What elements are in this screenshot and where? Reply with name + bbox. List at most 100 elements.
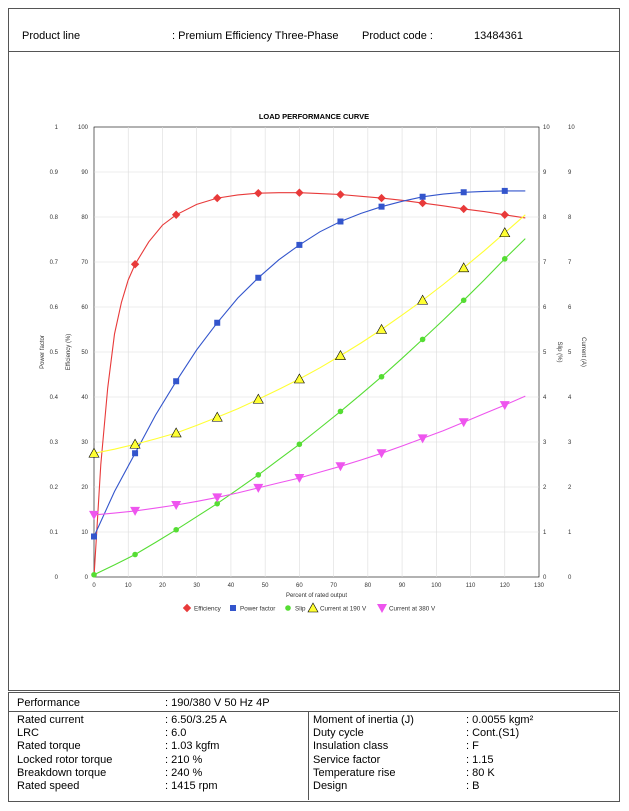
spec-label: Insulation class — [313, 740, 389, 753]
slip-tick-label: 3 — [543, 440, 547, 446]
efficiency-tick-label: 0 — [85, 575, 89, 581]
x-tick-label: 0 — [92, 583, 96, 589]
current-tick-label: 6 — [568, 305, 572, 311]
current-380-marker — [130, 506, 141, 516]
legend-current-380: Current at 380 V — [377, 604, 436, 613]
current-190-marker — [417, 294, 429, 305]
spec-label: Duty cycle — [313, 727, 364, 740]
spec-value: : Cont.(S1) — [466, 727, 520, 740]
power-factor-curve — [93, 190, 526, 537]
current-190-marker — [211, 411, 223, 422]
x-tick-label: 40 — [228, 583, 235, 589]
spec-value: : 1.03 kgfm — [165, 740, 220, 753]
legend-label: Power factor — [240, 606, 275, 613]
spec-label: Rated speed — [17, 780, 80, 792]
power-factor-tick-label: 0.3 — [50, 440, 59, 446]
spec-value: : B — [466, 780, 480, 792]
legend-power-factor: Power factor — [230, 605, 275, 613]
current-380-marker — [376, 449, 387, 459]
performance-value: : 190/380 V 50 Hz 4P — [165, 697, 270, 709]
legend-label: Efficiency — [194, 606, 222, 613]
spec-value: : 1415 rpm — [165, 780, 218, 792]
current-380-marker — [335, 462, 346, 472]
current-380-marker — [171, 501, 182, 510]
power-factor-marker — [214, 319, 221, 326]
power-factor-marker — [91, 533, 97, 540]
power-factor-tick-label: 0.8 — [50, 215, 59, 221]
current-190-marker — [293, 373, 305, 384]
x-tick-label: 50 — [262, 583, 269, 589]
product-line-value: : Premium Efficiency Three-Phase — [172, 30, 339, 42]
power-factor-tick-label: 0.9 — [50, 170, 59, 176]
power-factor-marker — [255, 274, 262, 281]
slip-marker — [378, 373, 385, 380]
power-factor-tick-label: 0.5 — [50, 350, 59, 356]
slip-tick-label: 0 — [543, 575, 547, 581]
x-tick-label: 30 — [193, 583, 200, 589]
efficiency-tick-label: 40 — [81, 395, 88, 401]
legend-label: Slip — [295, 606, 306, 613]
current-190-marker — [499, 227, 511, 238]
legend-slip: Slip — [285, 605, 306, 613]
specs-column-divider — [308, 711, 309, 800]
power-factor-axis-title: Power factor — [40, 335, 46, 369]
efficiency-tick-label: 90 — [81, 170, 88, 176]
efficiency-marker — [377, 193, 386, 203]
current-380-marker — [417, 434, 428, 444]
current-190-marker — [88, 447, 100, 458]
spec-label: Temperature rise — [313, 766, 396, 779]
x-tick-label: 110 — [466, 583, 476, 589]
current-380-marker — [499, 401, 510, 411]
efficiency-tick-label: 20 — [81, 485, 88, 491]
slip-marker — [285, 605, 291, 611]
slip-tick-label: 10 — [543, 125, 550, 131]
x-tick-label: 60 — [296, 583, 303, 589]
power-factor-marker — [132, 450, 139, 457]
product-code-label: Product code : — [362, 30, 433, 42]
efficiency-marker — [336, 190, 345, 199]
spec-label: Service factor — [313, 753, 381, 766]
current-tick-label: 8 — [568, 215, 572, 221]
chart-box — [8, 50, 620, 691]
slip-marker — [337, 408, 344, 415]
specs-box — [8, 692, 620, 802]
slip-marker — [173, 526, 179, 533]
efficiency-tick-label: 10 — [81, 530, 88, 536]
power-factor-tick-label: 0.1 — [50, 530, 59, 536]
slip-curve — [93, 238, 526, 576]
legend-label: Current at 190 V — [320, 606, 367, 613]
current-tick-label: 0 — [568, 575, 572, 581]
spec-value: : 0.0055 kgm² — [466, 714, 534, 726]
slip-marker — [296, 441, 303, 448]
spec-value: : 6.50/3.25 A — [165, 714, 227, 726]
slip-tick-label: 7 — [543, 260, 547, 266]
efficiency-marker — [254, 188, 263, 198]
x-axis-title: Percent of rated output — [286, 593, 347, 599]
current-380-marker — [212, 493, 223, 503]
x-tick-label: 20 — [159, 583, 166, 589]
current-190-marker — [252, 393, 264, 404]
efficiency-tick-label: 30 — [81, 440, 88, 446]
x-tick-label: 10 — [125, 583, 132, 589]
slip-tick-label: 5 — [543, 350, 547, 356]
power-factor-marker — [230, 605, 236, 611]
current-tick-label: 7 — [568, 260, 572, 266]
current-tick-label: 5 — [568, 350, 572, 356]
slip-tick-label: 4 — [543, 395, 547, 401]
header-box — [8, 8, 620, 52]
current-190-marker — [307, 602, 319, 613]
slip-marker — [501, 256, 508, 262]
spec-label: Rated torque — [17, 740, 81, 753]
spec-label: LRC — [17, 727, 40, 740]
slip-tick-label: 1 — [543, 530, 547, 536]
power-factor-tick-label: 0.4 — [50, 395, 59, 401]
current-380-marker — [294, 474, 305, 483]
spec-value: : 6.0 — [165, 727, 187, 740]
efficiency-marker — [130, 260, 140, 269]
x-tick-label: 90 — [399, 583, 406, 589]
efficiency-axis-title: Efficiency (%) — [66, 334, 72, 371]
power-factor-marker — [337, 218, 344, 225]
spec-value: : 240 % — [165, 766, 203, 779]
spec-label: Moment of inertia (J) — [313, 714, 414, 726]
legend-current-190: Current at 190 V — [307, 602, 367, 613]
